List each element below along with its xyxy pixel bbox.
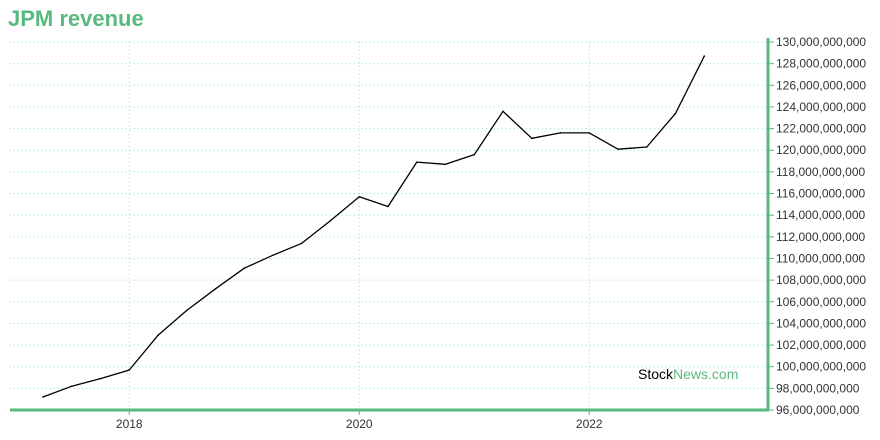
y-tick-label: 124,000,000,000	[776, 100, 866, 114]
data-point	[559, 132, 562, 134]
y-tick-label: 106,000,000,000	[776, 295, 866, 309]
data-point	[502, 110, 504, 113]
data-point	[358, 195, 361, 198]
data-point	[387, 205, 389, 208]
y-tick-label: 102,000,000,000	[776, 338, 866, 352]
data-point	[128, 369, 131, 371]
y-tick-label: 118,000,000,000	[776, 165, 866, 179]
y-tick-label: 108,000,000,000	[776, 273, 866, 287]
data-point	[157, 334, 159, 337]
y-tick-label: 104,000,000,000	[776, 316, 866, 330]
axes	[10, 38, 774, 415]
y-tick-label: 128,000,000,000	[776, 57, 866, 71]
data-point	[185, 309, 188, 312]
data-point	[645, 146, 648, 148]
data-point	[588, 132, 591, 134]
data-point	[617, 148, 619, 150]
y-tick-label: 120,000,000,000	[776, 143, 866, 157]
data-point	[300, 242, 303, 245]
series-layer	[42, 55, 706, 398]
y-tick-label: 100,000,000,000	[776, 360, 866, 374]
data-point	[99, 377, 102, 380]
series-line	[42, 55, 705, 398]
data-point	[415, 161, 418, 163]
data-point	[243, 267, 246, 270]
watermark-news: News.com	[673, 366, 738, 382]
chart-title: JPM revenue	[8, 6, 144, 31]
data-point	[70, 385, 73, 387]
x-tick-label: 2020	[346, 417, 373, 431]
y-tick-label: 98,000,000,000	[776, 381, 860, 395]
y-tick-label: 130,000,000,000	[776, 35, 866, 49]
y-tick-label: 116,000,000,000	[776, 187, 866, 201]
data-point	[214, 287, 217, 290]
data-point	[703, 55, 706, 57]
data-point	[473, 153, 476, 156]
y-tick-label: 112,000,000,000	[776, 230, 866, 244]
y-tick-label: 110,000,000,000	[776, 251, 866, 265]
y-tick-label: 114,000,000,000	[776, 208, 866, 222]
data-point	[444, 163, 447, 166]
grid	[10, 41, 768, 411]
y-tick-label: 126,000,000,000	[776, 78, 866, 92]
y-tick-label: 122,000,000,000	[776, 122, 866, 136]
tick-labels: 96,000,000,000 98,000,000,000 100,000,000,…	[116, 35, 867, 431]
watermark-text: StockNews.com	[638, 366, 738, 382]
data-point	[272, 254, 274, 257]
data-point	[674, 112, 677, 115]
x-tick-label: 2018	[116, 417, 143, 431]
x-tick-label: 2022	[576, 417, 603, 431]
data-point	[329, 219, 332, 222]
watermark-stock: Stock	[638, 366, 674, 382]
y-tick-label: 96,000,000,000	[776, 403, 860, 417]
data-point	[530, 137, 533, 140]
data-point	[42, 396, 44, 398]
